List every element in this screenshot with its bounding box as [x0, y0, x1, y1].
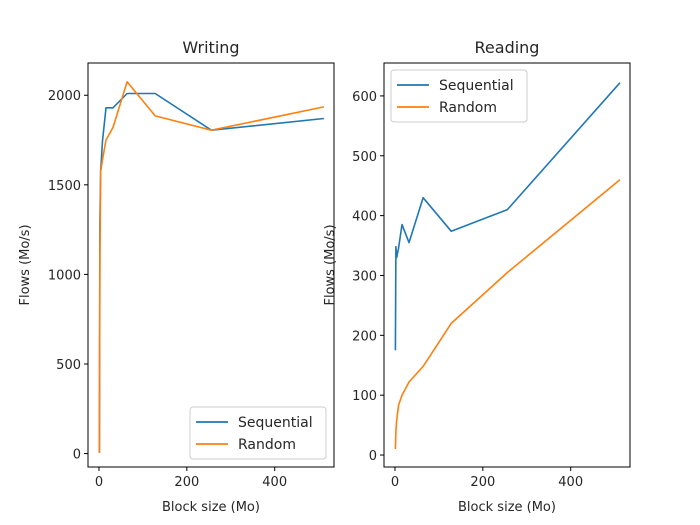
legend: Sequential Random [189, 406, 327, 460]
subplot-writing: Writing 0 200 400 0 500 1000 1500 2000 Block size… [18, 38, 335, 515]
y-tick-label: 400 [352, 210, 377, 225]
y-axis-label: Flows (Mo/s) [18, 224, 33, 305]
axes-frame [383, 62, 631, 468]
x-tick-label: 200 [174, 475, 199, 490]
legend-label-sequential: Sequential [238, 415, 313, 431]
y-tick-label: 1000 [48, 268, 81, 283]
x-axis-label: Block size (Mo) [458, 500, 556, 515]
y-tick-label: 0 [369, 449, 377, 464]
x-axis-label: Block size (Mo) [162, 500, 260, 515]
series-line-sequential [98, 92, 324, 453]
series-line-random [394, 179, 621, 450]
y-tick-label: 100 [352, 389, 377, 404]
y-tick-label: 200 [352, 329, 377, 344]
series-line-random [98, 81, 325, 453]
x-tick-label: 400 [262, 475, 287, 490]
y-tick-label: 0 [73, 448, 81, 463]
chart-title: Writing [182, 38, 239, 57]
x-tick-label: 0 [95, 475, 103, 490]
y-tick-label: 300 [352, 269, 377, 284]
legend-label-random: Random [439, 100, 497, 116]
legend-box [189, 406, 327, 460]
chart-title: Reading [475, 38, 540, 57]
x-tick-label: 0 [391, 475, 399, 490]
y-tick-label: 500 [352, 150, 377, 165]
legend-label-sequential: Sequential [439, 78, 514, 94]
y-tick-label: 1500 [48, 179, 81, 194]
axes-frame [87, 62, 335, 468]
x-tick-label: 200 [470, 475, 495, 490]
legend-label-random: Random [238, 437, 296, 453]
y-axis-label: Flows (Mo/s) [323, 224, 338, 305]
legend-box [390, 69, 528, 123]
y-tick-label: 600 [352, 90, 377, 105]
x-tick-label: 400 [558, 475, 583, 490]
y-tick-label: 2000 [48, 89, 81, 104]
legend: Sequential Random [390, 69, 528, 123]
y-tick-label: 500 [56, 358, 81, 373]
series-line-sequential [394, 82, 621, 351]
subplot-reading: Reading 0 200 400 0 100 200 300 400 500 600 Block s… [323, 38, 631, 515]
